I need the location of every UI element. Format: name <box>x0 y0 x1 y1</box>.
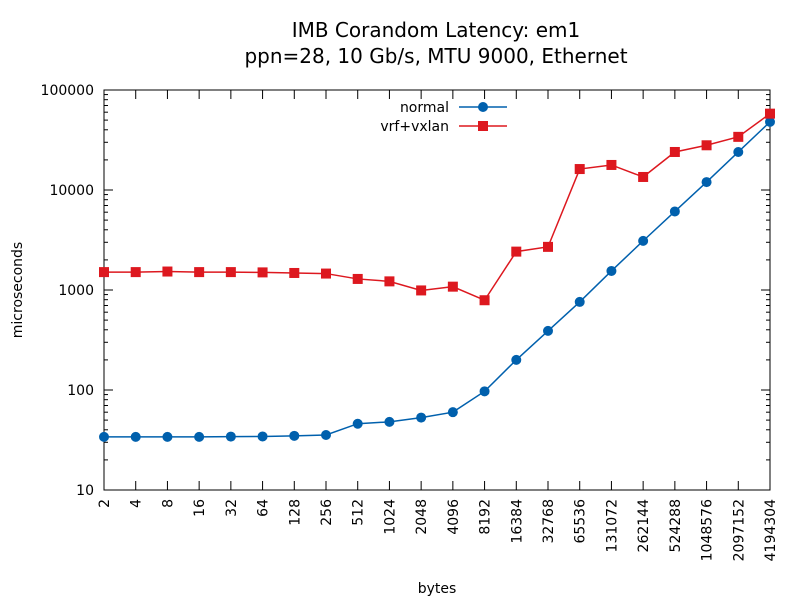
data-point-vrf-vxlan <box>543 241 553 252</box>
x-tick-label: 4 <box>129 499 145 508</box>
data-point-vrf-vxlan <box>289 267 300 278</box>
y-axis: 10 100 1000 10000 100000 <box>41 83 770 499</box>
series-layer <box>99 108 775 442</box>
y-tick-label: 100 <box>67 383 94 399</box>
legend-marker-vrf-vxlan <box>478 121 488 131</box>
data-point-normal <box>194 431 205 442</box>
series-line-vrf-vxlan <box>104 113 771 302</box>
x-tick-label: 256 <box>319 499 335 526</box>
data-point-normal <box>99 431 109 442</box>
x-tick-label: 131072 <box>604 499 620 552</box>
x-tick-label: 8192 <box>478 499 494 535</box>
data-point-vrf-vxlan <box>321 268 331 279</box>
data-point-normal <box>701 177 712 188</box>
chart-subtitle: ppn=28, 10 Gb/s, MTU 9000, Ethernet <box>244 44 627 68</box>
data-point-vrf-vxlan <box>257 267 268 278</box>
data-point-vrf-vxlan <box>130 267 141 278</box>
x-tick-label: 4194304 <box>763 499 779 561</box>
data-point-normal <box>638 235 649 246</box>
data-point-normal <box>479 386 490 397</box>
x-tick-label: 1048576 <box>700 499 716 561</box>
data-point-vrf-vxlan <box>416 285 427 296</box>
data-point-vrf-vxlan <box>511 246 522 257</box>
data-point-normal <box>257 431 268 442</box>
series-line-normal <box>104 121 771 438</box>
x-tick-label: 512 <box>351 499 367 526</box>
x-tick-label: 1024 <box>382 499 398 535</box>
y-axis-label: microseconds <box>10 242 26 338</box>
data-point-vrf-vxlan <box>606 159 617 170</box>
data-point-vrf-vxlan <box>352 273 363 284</box>
data-point-vrf-vxlan <box>194 267 205 278</box>
x-axis: 2 4 8 16 32 64 128 256 512 1024 2048 4096 8192 16384 3… <box>97 90 779 561</box>
x-tick-label: 65536 <box>573 499 589 544</box>
data-point-vrf-vxlan <box>447 281 458 292</box>
data-point-normal <box>765 116 775 127</box>
data-point-vrf-vxlan <box>574 164 585 175</box>
data-point-normal <box>574 296 585 307</box>
data-point-normal <box>321 429 331 440</box>
x-tick-label: 2048 <box>414 499 430 535</box>
data-point-normal <box>384 416 395 427</box>
x-axis-label: bytes <box>418 581 457 597</box>
legend-label-normal: normal <box>400 100 449 116</box>
data-point-normal <box>289 430 300 441</box>
data-point-vrf-vxlan <box>733 131 744 142</box>
data-point-vrf-vxlan <box>765 108 775 119</box>
data-point-normal <box>162 431 173 442</box>
legend-marker-normal <box>478 102 488 112</box>
x-tick-label: 262144 <box>636 499 652 553</box>
x-tick-label: 32 <box>224 499 240 517</box>
data-point-normal <box>606 265 617 276</box>
data-point-vrf-vxlan <box>701 140 712 151</box>
data-point-normal <box>416 412 427 423</box>
data-point-normal <box>352 418 363 429</box>
data-point-normal <box>447 407 458 418</box>
x-tick-label: 16 <box>192 499 208 517</box>
y-tick-label: 10 <box>76 483 94 499</box>
x-tick-label: 32768 <box>541 499 557 544</box>
data-point-vrf-vxlan <box>638 171 649 182</box>
x-tick-label: 2 <box>97 499 113 508</box>
data-point-normal <box>733 146 744 157</box>
data-point-normal <box>669 206 680 217</box>
chart-title: IMB Corandom Latency: em1 <box>292 18 581 42</box>
data-point-vrf-vxlan <box>225 267 236 278</box>
data-point-normal <box>543 325 553 336</box>
data-point-vrf-vxlan <box>669 146 680 157</box>
legend: normal vrf+vxlan <box>380 100 507 135</box>
y-tick-label: 1000 <box>58 283 94 299</box>
y-tick-label: 100000 <box>41 83 94 99</box>
data-point-vrf-vxlan <box>479 295 490 306</box>
data-point-normal <box>225 431 236 442</box>
data-point-vrf-vxlan <box>162 266 173 277</box>
x-tick-label: 2097152 <box>731 499 747 561</box>
x-tick-label: 524288 <box>668 499 684 552</box>
data-point-vrf-vxlan <box>99 267 109 278</box>
x-tick-label: 64 <box>256 499 272 517</box>
data-point-normal <box>511 354 522 365</box>
x-tick-label: 8 <box>160 499 176 508</box>
x-tick-label: 4096 <box>446 499 462 535</box>
x-tick-label: 16384 <box>509 499 525 544</box>
y-tick-label: 10000 <box>49 183 94 199</box>
x-tick-label: 128 <box>287 499 303 526</box>
legend-label-vrf-vxlan: vrf+vxlan <box>380 119 449 135</box>
data-point-vrf-vxlan <box>384 276 395 287</box>
data-point-normal <box>130 431 141 442</box>
